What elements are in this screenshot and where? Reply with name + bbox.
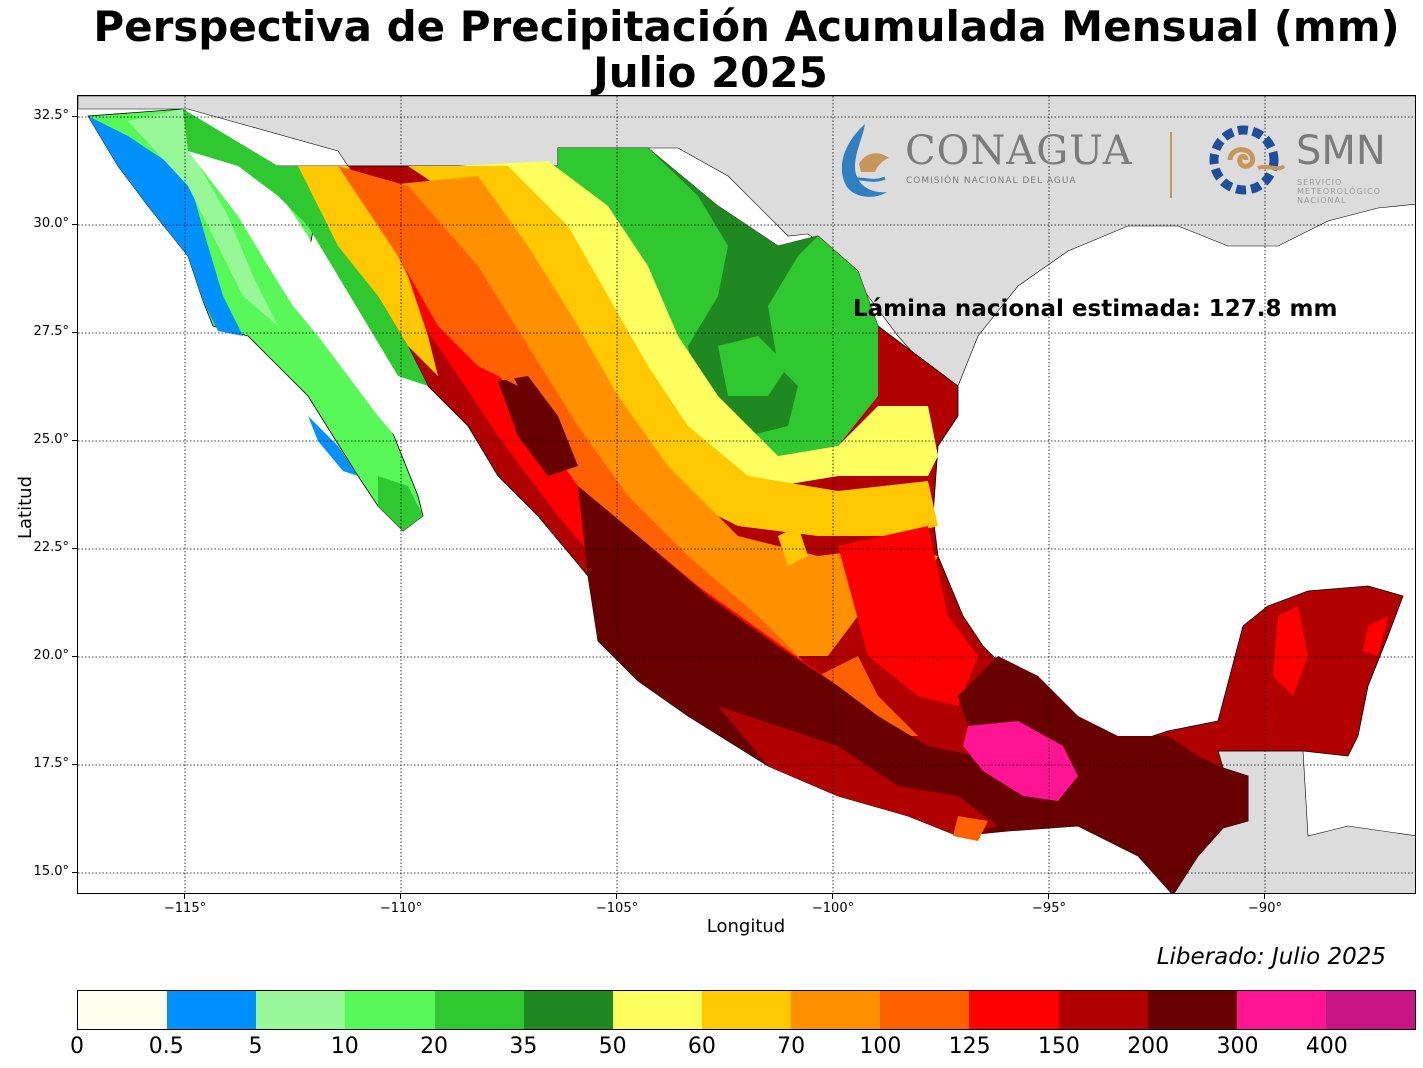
lon-tick: −95°	[1032, 901, 1066, 916]
zone-red-yucatan2	[1363, 616, 1388, 656]
sonora-yellow-strip	[298, 166, 438, 376]
colorbar-segment	[701, 991, 792, 1029]
zone-red-coast	[718, 706, 998, 836]
lat-tick-mark	[72, 872, 77, 873]
conagua-wordmark: CONAGUA	[905, 128, 1133, 174]
lon-tick: −110°	[379, 901, 423, 916]
lat-tick: 22.5°	[33, 540, 69, 555]
release-date: Liberado: Julio 2025	[1156, 944, 1386, 970]
lat-tick-mark	[72, 548, 77, 549]
colorbar-segment	[256, 991, 346, 1029]
lon-tick-mark	[184, 894, 185, 899]
lat-tick-mark	[72, 224, 77, 225]
colorbar-label: 10	[330, 1034, 359, 1059]
colorbar-segment	[1325, 991, 1416, 1029]
lat-tick: 25.0°	[33, 432, 69, 447]
colorbar-label: 70	[777, 1034, 806, 1059]
colorbar-segment	[1147, 991, 1237, 1029]
lon-tick: −90°	[1248, 901, 1282, 916]
colorbar-label: 50	[598, 1034, 627, 1059]
colorbar-label: 125	[948, 1034, 991, 1059]
colorbar-segment	[345, 991, 435, 1029]
colorbar	[77, 990, 1416, 1030]
conagua-subtitle: COMISIÓN NACIONAL DEL AGUA	[906, 176, 1077, 186]
map-area	[77, 95, 1416, 894]
lon-tick-mark	[400, 894, 401, 899]
lon-tick: −115°	[163, 901, 207, 916]
lat-tick: 17.5°	[33, 756, 69, 771]
lon-tick-mark	[1264, 894, 1265, 899]
colorbar-segment	[612, 991, 702, 1029]
colorbar-label: 150	[1037, 1034, 1080, 1059]
y-axis-label: Latitud	[15, 475, 37, 540]
lon-tick-mark	[1048, 894, 1049, 899]
national-estimate-annotation: Lámina nacional estimada: 127.8 mm	[853, 296, 1338, 322]
x-axis-label: Longitud	[706, 916, 786, 937]
logo-divider	[1170, 132, 1172, 198]
zone-gold-center	[778, 526, 808, 566]
precipitation-map	[78, 96, 1415, 893]
smn-subtitle: SERVICIO METEOROLÓGICO NACIONAL	[1297, 178, 1381, 205]
colorbar-segment	[1236, 991, 1326, 1029]
baja-green-south	[378, 476, 423, 531]
colorbar-segment	[1058, 991, 1148, 1029]
colorbar-label: 0.5	[148, 1034, 184, 1059]
lon-tick-mark	[832, 894, 833, 899]
colorbar-segment	[434, 991, 524, 1029]
zone-maroon-south	[578, 486, 1248, 893]
lat-tick-mark	[72, 764, 77, 765]
zone-red-yucatan	[1273, 606, 1308, 696]
map-subtitle: Julio 2025	[593, 48, 828, 97]
smn-logo-icon	[1209, 125, 1286, 195]
lat-tick: 20.0°	[33, 648, 69, 663]
lon-tick-mark	[616, 894, 617, 899]
gridlines	[78, 96, 1415, 893]
zone-orangered	[348, 186, 918, 736]
conagua-logo-icon	[841, 124, 889, 197]
lat-tick-mark	[72, 440, 77, 441]
baja-blue-zone-south	[308, 416, 358, 476]
lat-tick: 30.0°	[33, 216, 69, 231]
sonora-green-strip	[183, 109, 428, 386]
zone-yellow	[458, 161, 938, 486]
zone-orange-coast	[953, 816, 988, 841]
lat-tick: 32.5°	[33, 108, 69, 123]
zone-orange	[378, 176, 938, 656]
colorbar-segment	[880, 991, 970, 1029]
sonora-orange-strip	[338, 166, 518, 386]
colorbar-segment	[969, 991, 1059, 1029]
zone-gold	[408, 166, 938, 536]
colorbar-label: 5	[248, 1034, 263, 1059]
baja-lightgreen	[128, 109, 278, 326]
colorbar-label: 300	[1216, 1034, 1259, 1059]
lat-tick: 27.5°	[33, 324, 69, 339]
map-title: Perspectiva de Precipitación Acumulada M…	[93, 2, 1400, 51]
zone-red-east	[838, 526, 978, 706]
colorbar-label: 200	[1127, 1034, 1170, 1059]
zone-darkred-west	[498, 376, 578, 476]
gulf-of-california	[188, 151, 428, 456]
colorbar-label: 0	[70, 1034, 84, 1059]
lat-tick-mark	[72, 656, 77, 657]
lon-tick: −105°	[595, 901, 639, 916]
baja-blue-zone	[88, 116, 243, 336]
zone-green-center	[718, 336, 788, 396]
colorbar-segment	[523, 991, 613, 1029]
colorbar-label: 20	[420, 1034, 449, 1059]
lat-tick-mark	[72, 116, 77, 117]
colorbar-label: 35	[509, 1034, 538, 1059]
smn-wordmark: SMN	[1296, 128, 1386, 174]
lat-tick-mark	[72, 332, 77, 333]
lon-tick: −100°	[811, 901, 855, 916]
colorbar-segment	[791, 991, 881, 1029]
colorbar-label: 400	[1305, 1034, 1348, 1059]
colorbar-segment	[78, 991, 168, 1029]
colorbar-segment	[167, 991, 257, 1029]
colorbar-label: 60	[687, 1034, 716, 1059]
lat-tick: 15.0°	[33, 864, 69, 879]
colorbar-label: 100	[859, 1034, 902, 1059]
